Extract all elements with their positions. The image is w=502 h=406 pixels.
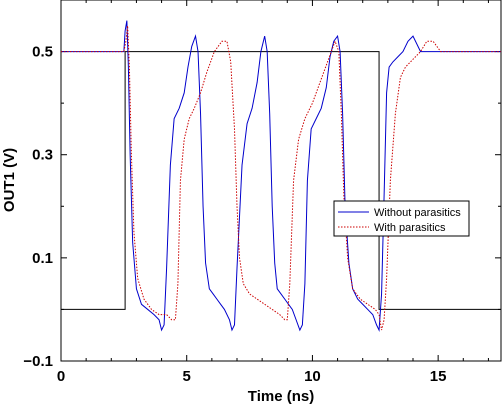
series-layer — [61, 20, 501, 332]
x-tick-label: 0 — [57, 368, 65, 385]
legend-box — [333, 200, 470, 237]
x-axis-title: Time (ns) — [248, 388, 314, 405]
y-tick-label: 0.3 — [32, 147, 53, 164]
x-tick-label: 15 — [430, 368, 447, 385]
x-tick-label: 5 — [183, 368, 191, 385]
input-step-line — [61, 51, 501, 310]
y-tick-label: −0.1 — [23, 353, 53, 370]
y-tick-label: 0.1 — [32, 250, 53, 267]
x-tick-label: 10 — [304, 368, 321, 385]
axis-ticks: 0 5 10 15 −0.1 0.1 0.3 0.5 — [23, 0, 501, 385]
legend-label-without-parasitics: Without parasitics — [374, 207, 461, 219]
series-without-parasitics — [61, 20, 501, 332]
plot-frame — [60, 0, 502, 362]
legend-label-with-parasitics: With parasitics — [374, 222, 446, 234]
series-with-parasitics — [61, 25, 501, 331]
legend: Without parasitics With parasitics — [333, 200, 470, 237]
y-axis-title: OUT1 (V) — [1, 148, 18, 212]
y-tick-label: 0.5 — [32, 44, 53, 61]
